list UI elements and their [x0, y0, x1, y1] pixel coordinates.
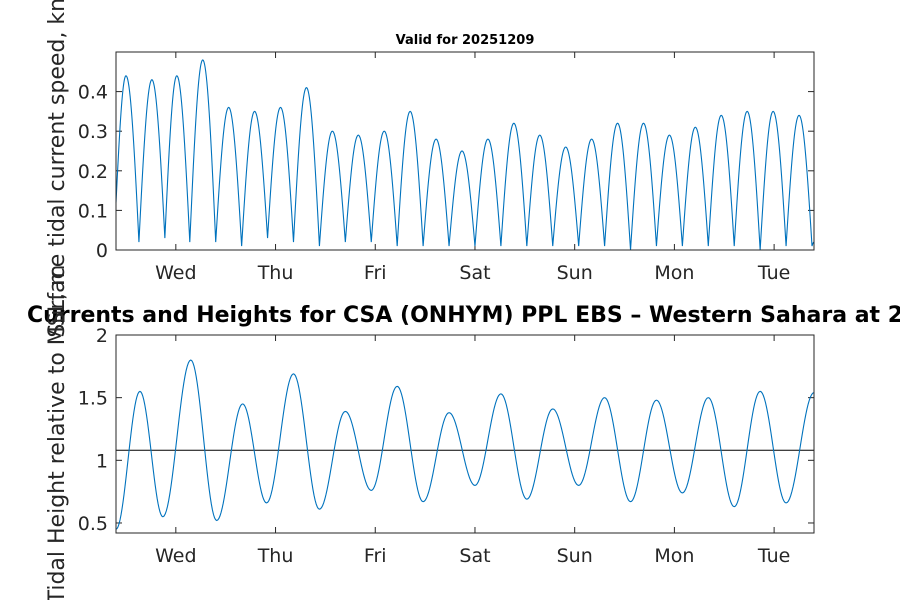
x-tick-label: Mon: [654, 545, 694, 567]
current-plot-frame: [115, 51, 815, 251]
x-tick-label: Thu: [257, 262, 294, 284]
x-tick-label: Wed: [155, 262, 196, 284]
current-plot-title: Valid for 20251209: [396, 33, 535, 48]
chart-main-title: Currents and Heights for CSA (ONHYM) PPL…: [27, 303, 900, 328]
y-tick-label: 2: [96, 325, 108, 347]
y-tick-label: 1: [96, 450, 108, 472]
x-tick-label: Thu: [257, 545, 294, 567]
x-tick-label: Mon: [654, 262, 694, 284]
tidal-height-plot: 0.5 1 1.5 2 Wed Thu Fri Sat Sun Mon Tue: [78, 325, 815, 567]
x-tick-label: Wed: [155, 545, 196, 567]
x-tick-label: Sun: [557, 262, 593, 284]
y-tick-label: 0.4: [78, 82, 108, 104]
x-tick-label: Fri: [364, 262, 387, 284]
x-tick-label: Tue: [757, 262, 790, 284]
current-plot-axes: 0 0.1 0.2 0.3 0.4 Wed Thu Fri Sat Sun Mon Tue: [78, 52, 814, 284]
y-tick-label: 0.1: [78, 200, 108, 222]
current-speed-plot: Valid for 20251209 0 0.1 0.2 0.3 0.4 Wed Thu Fr…: [78, 33, 815, 284]
x-tick-label: Sat: [459, 545, 490, 567]
y-tick-label: 0: [96, 240, 108, 262]
x-tick-label: Sat: [459, 262, 490, 284]
y-tick-label: 0.2: [78, 161, 108, 183]
x-tick-label: Sun: [557, 545, 593, 567]
current-y-axis-label: Surface tidal current speed, knots: [45, 0, 70, 338]
tidal-height-series: [115, 359, 815, 530]
height-plot-axes: 0.5 1 1.5 2 Wed Thu Fri Sat Sun Mon Tue: [78, 325, 814, 567]
y-tick-label: 1.5: [78, 388, 108, 410]
y-tick-label: 0.5: [78, 513, 108, 535]
current-speed-series: [115, 59, 815, 251]
height-plot-frame: [115, 334, 815, 534]
x-tick-label: Tue: [757, 545, 790, 567]
x-tick-label: Fri: [364, 545, 387, 567]
y-tick-label: 0.3: [78, 121, 108, 143]
height-y-axis-label: Tidal Height relative to MSL, m: [45, 265, 70, 600]
